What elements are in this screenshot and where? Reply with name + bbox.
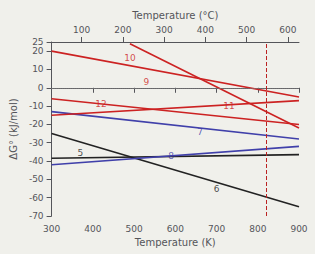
- svg-text:10: 10: [124, 53, 136, 63]
- svg-text:400: 400: [197, 25, 214, 35]
- svg-text:7: 7: [197, 126, 203, 137]
- svg-text:12: 12: [95, 99, 107, 110]
- svg-text:300: 300: [43, 224, 60, 234]
- svg-text:5: 5: [78, 148, 84, 158]
- svg-text:600: 600: [279, 25, 296, 35]
- svg-text:-60: -60: [29, 193, 44, 203]
- svg-text:Temperature (K): Temperature (K): [134, 237, 216, 248]
- svg-text:-40: -40: [29, 156, 44, 166]
- svg-text:100: 100: [73, 25, 90, 35]
- svg-text:500: 500: [125, 224, 142, 234]
- svg-text:0: 0: [38, 83, 44, 93]
- svg-text:600: 600: [167, 224, 184, 234]
- svg-text:-20: -20: [29, 119, 44, 129]
- svg-text:25: 25: [32, 37, 43, 47]
- svg-text:9: 9: [144, 77, 150, 87]
- svg-text:10: 10: [32, 64, 44, 74]
- svg-text:900: 900: [290, 224, 307, 234]
- svg-text:20: 20: [32, 46, 44, 56]
- svg-text:-30: -30: [29, 138, 44, 148]
- svg-text:Temperature (°C): Temperature (°C): [131, 10, 218, 21]
- svg-text:300: 300: [156, 25, 173, 35]
- svg-text:200: 200: [114, 25, 131, 35]
- svg-text:700: 700: [208, 224, 225, 234]
- svg-text:6: 6: [214, 184, 220, 194]
- svg-text:11: 11: [223, 101, 234, 111]
- svg-text:800: 800: [249, 224, 266, 234]
- svg-text:-50: -50: [29, 174, 44, 184]
- svg-text:ΔG° (kJ/mol): ΔG° (kJ/mol): [8, 98, 19, 159]
- svg-text:-10: -10: [29, 101, 44, 111]
- svg-text:8: 8: [168, 150, 174, 161]
- svg-text:-70: -70: [29, 211, 44, 221]
- svg-text:500: 500: [238, 25, 255, 35]
- svg-text:400: 400: [84, 224, 101, 234]
